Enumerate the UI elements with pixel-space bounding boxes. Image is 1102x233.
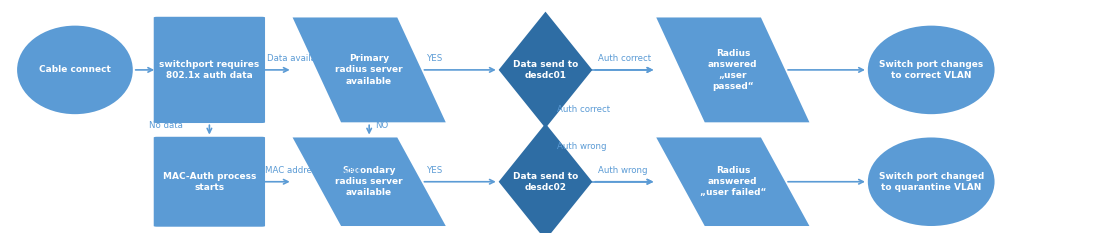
Text: YES: YES bbox=[428, 166, 443, 175]
FancyBboxPatch shape bbox=[154, 137, 264, 227]
Polygon shape bbox=[293, 17, 445, 122]
Text: Switch port changes
to correct VLAN: Switch port changes to correct VLAN bbox=[879, 60, 983, 80]
Ellipse shape bbox=[867, 137, 994, 226]
Text: Radius
answered
„user failed“: Radius answered „user failed“ bbox=[700, 166, 766, 197]
Ellipse shape bbox=[867, 26, 994, 114]
Text: Data send to
desdc02: Data send to desdc02 bbox=[512, 172, 579, 192]
Text: NO: NO bbox=[375, 121, 388, 130]
Text: Auth wrong: Auth wrong bbox=[597, 166, 647, 175]
Polygon shape bbox=[656, 17, 809, 122]
Text: No data: No data bbox=[149, 121, 183, 130]
Text: YES: YES bbox=[428, 54, 443, 63]
Polygon shape bbox=[656, 137, 809, 226]
Text: Radius
answered
„user
passed“: Radius answered „user passed“ bbox=[709, 49, 757, 91]
Text: Data available: Data available bbox=[267, 54, 329, 63]
Text: Data send to
desdc01: Data send to desdc01 bbox=[512, 60, 579, 80]
Text: Switch port changed
to quarantine VLAN: Switch port changed to quarantine VLAN bbox=[878, 172, 984, 192]
Text: Auth correct: Auth correct bbox=[597, 54, 651, 63]
Text: MAC address to radius: MAC address to radius bbox=[264, 166, 361, 175]
FancyBboxPatch shape bbox=[154, 17, 264, 123]
Text: Secondary
radius server
available: Secondary radius server available bbox=[335, 166, 403, 197]
Polygon shape bbox=[498, 12, 592, 128]
Text: Auth wrong: Auth wrong bbox=[557, 142, 606, 151]
Polygon shape bbox=[293, 137, 445, 226]
Text: switchport requires
802.1x auth data: switchport requires 802.1x auth data bbox=[160, 60, 259, 80]
Text: Auth correct: Auth correct bbox=[557, 105, 609, 114]
Text: Primary
radius server
available: Primary radius server available bbox=[335, 54, 403, 86]
Polygon shape bbox=[498, 123, 592, 233]
Text: MAC-Auth process
starts: MAC-Auth process starts bbox=[163, 172, 256, 192]
Ellipse shape bbox=[18, 26, 132, 114]
Text: Cable connect: Cable connect bbox=[39, 65, 111, 74]
